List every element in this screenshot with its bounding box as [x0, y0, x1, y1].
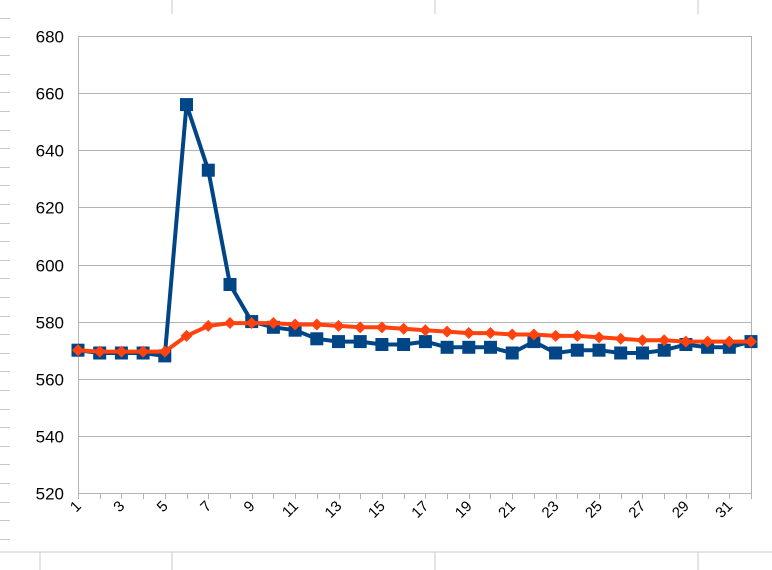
y-tick-label: 520: [36, 485, 64, 504]
series-2-point: [745, 335, 757, 348]
series-2-line: [77, 321, 751, 354]
series-1-line: [77, 102, 752, 358]
series-2-point: [397, 322, 410, 335]
y-tick-label: 600: [36, 257, 64, 276]
y-tick-label: 540: [36, 428, 64, 447]
x-tick-label: 17: [408, 498, 432, 522]
x-tick-label: 13: [322, 498, 346, 522]
series-1-point: [614, 346, 628, 360]
series-1-point: [549, 346, 563, 360]
y-tick-label: 620: [36, 199, 64, 218]
y-tick-label: 580: [36, 314, 64, 333]
series-1-point: [462, 340, 476, 354]
y-tick-label: 680: [36, 28, 64, 47]
series-2-point: [223, 317, 236, 330]
series-2-point: [245, 317, 258, 330]
series-2-point: [462, 327, 475, 340]
series-2-point: [484, 327, 497, 340]
x-tick-label: 3: [110, 498, 128, 516]
series-2: [72, 317, 757, 358]
series-1-point: [353, 335, 367, 349]
series-2-point: [115, 345, 128, 358]
series-1-point: [484, 340, 497, 354]
gridlines: [78, 36, 752, 494]
x-tick-label: 21: [495, 498, 519, 522]
series-2-point: [571, 329, 584, 342]
series-2-point: [614, 332, 627, 345]
series-1-point: [332, 335, 345, 349]
series-1-point: [375, 338, 389, 351]
series-layer: [71, 98, 758, 363]
series-1-point: [505, 346, 519, 360]
series-1-point: [201, 163, 215, 177]
series-2-point: [202, 319, 215, 332]
series-1-point: [657, 343, 671, 357]
x-tick-label: 23: [539, 498, 563, 522]
series-2-point: [158, 345, 171, 358]
series-2-point: [658, 334, 671, 347]
x-tick-label: 11: [279, 498, 302, 521]
axes: [78, 36, 752, 499]
series-1-point: [570, 343, 584, 357]
x-tick-label: 29: [669, 498, 693, 522]
series-2-point: [636, 334, 649, 347]
y-tick-label: 640: [36, 142, 64, 161]
series-1-point: [397, 338, 411, 351]
series-2-point: [593, 331, 606, 344]
x-tick-label: 7: [197, 498, 215, 516]
x-tick-label: 1: [67, 498, 85, 516]
series-2-point: [679, 335, 692, 348]
series-1-point: [527, 335, 541, 349]
series-2-point: [549, 329, 562, 342]
series-2-point: [419, 324, 432, 337]
series-1-point: [636, 346, 649, 360]
series-2-point: [441, 325, 454, 338]
series-2-point: [289, 318, 302, 331]
y-tick-label: 660: [36, 85, 64, 104]
series-2-point: [310, 318, 323, 331]
series-2-point: [354, 321, 367, 334]
x-tick-label: 27: [625, 498, 649, 522]
y-tick-labels: 520 540 560 580 600 620 640 660 680: [36, 28, 64, 504]
series-1-point: [223, 278, 237, 291]
series-2-point: [375, 321, 388, 334]
series-2-point: [332, 319, 345, 332]
x-tick-label: 19: [452, 498, 476, 522]
series-2-point: [527, 328, 540, 341]
series-2-point: [506, 328, 519, 341]
series-1-point: [310, 332, 324, 346]
x-tick-label: 9: [241, 498, 259, 516]
series-1-point: [440, 340, 454, 354]
series-1-point: [418, 335, 432, 349]
y-tick-label: 560: [36, 371, 64, 390]
series-2-point: [180, 329, 193, 342]
x-tick-label: 25: [582, 498, 606, 522]
series-2-point: [93, 345, 106, 358]
x-tick-label: 31: [712, 498, 736, 522]
series-2-point: [723, 335, 736, 348]
series-1-point: [592, 343, 606, 357]
x-tick-label: 15: [365, 498, 389, 522]
series-2-point: [701, 335, 714, 348]
series-1-point: [180, 98, 193, 112]
x-tick-label: 5: [154, 498, 172, 516]
series-2-point: [137, 345, 150, 358]
series-2-point: [72, 344, 84, 357]
series-2-point: [267, 317, 280, 330]
x-tick-labels: 1 3 5 7 9 11 13 15 17 19 21 23 25 27 29 31: [67, 498, 736, 522]
